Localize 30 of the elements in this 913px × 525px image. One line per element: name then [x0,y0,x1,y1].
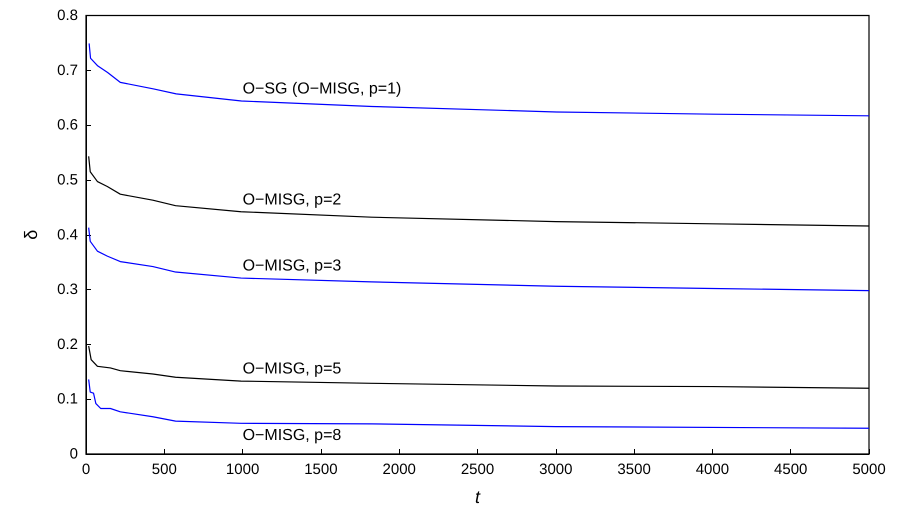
line-series [88,42,870,116]
x-tick-label: 0 [82,461,90,478]
x-tick-label: 2500 [460,461,494,478]
x-tick-label: 4000 [696,461,730,478]
y-tick-label: 0.4 [57,226,78,244]
y-tick-label: 0.2 [57,336,78,353]
x-axis-title: t [474,487,481,507]
y-tick-label: 0.7 [57,62,78,79]
y-axis-title: δ [21,230,41,240]
x-tick-label: 3000 [539,461,572,478]
series-label: O−SG (O−MISG, p=1) [242,80,402,98]
line-series [88,227,870,292]
series-label: O−MISG, p=2 [242,191,342,208]
x-tick-label: 5000 [852,461,886,478]
y-tick-label: 0.6 [57,116,78,134]
y-tick-label: 0.8 [57,7,78,24]
x-tick-label: 1500 [304,461,338,478]
x-tick-label: 3500 [617,461,651,478]
x-tick-label: 4500 [774,461,808,478]
y-tick-label: 0 [70,446,78,462]
y-tick-label: 0.1 [57,390,78,408]
x-tick-label: 2000 [382,461,416,478]
series-label: O−MISG, p=3 [242,258,342,275]
line-series [88,378,870,429]
x-tick-label: 500 [152,461,177,478]
y-tick-label: 0.5 [57,171,78,188]
y-tick-label: 0.3 [57,281,78,298]
series-label: O−MISG, p=8 [242,426,342,444]
series-label: O−MISG, p=5 [242,360,342,378]
x-tick-label: 1000 [226,461,260,478]
